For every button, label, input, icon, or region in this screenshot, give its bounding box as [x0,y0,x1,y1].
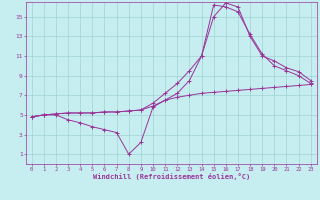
X-axis label: Windchill (Refroidissement éolien,°C): Windchill (Refroidissement éolien,°C) [92,173,250,180]
